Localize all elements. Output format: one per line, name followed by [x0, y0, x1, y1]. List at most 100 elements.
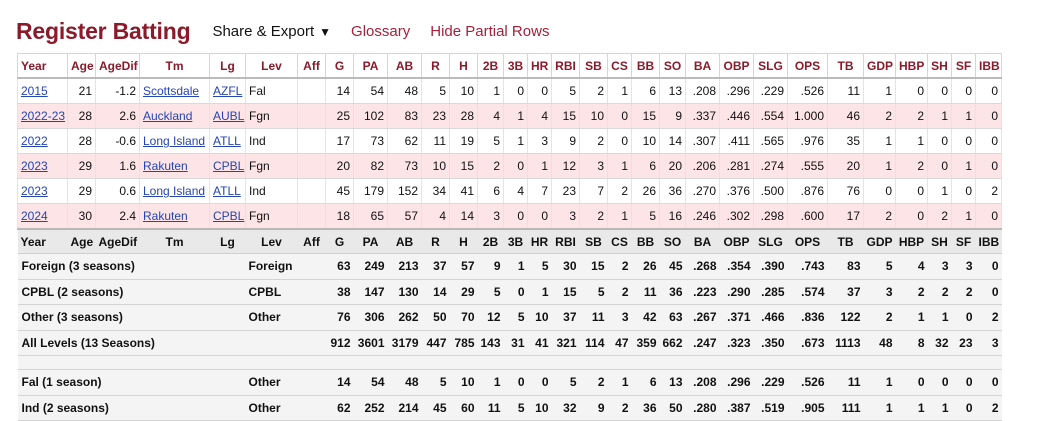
- team-link[interactable]: Auckland: [143, 109, 193, 123]
- column-header-rbi[interactable]: RBI: [551, 53, 580, 79]
- summary-stat-sh: 3: [927, 253, 952, 280]
- cell-sh: 2: [927, 203, 952, 230]
- column-header-ba[interactable]: BA: [685, 53, 720, 79]
- cell-2b: 3: [477, 203, 504, 230]
- column-header-ibb[interactable]: IBB: [975, 53, 1002, 79]
- summary-label: All Levels (13 Seasons): [17, 330, 246, 356]
- summary-stat-sh: 1: [927, 304, 952, 331]
- repeat-column-header-so: SO: [659, 228, 686, 254]
- cell-gdp: 2: [863, 103, 896, 129]
- cell-ba: .307: [685, 128, 720, 154]
- league-link[interactable]: ATLL: [213, 134, 241, 148]
- team-link[interactable]: Scottsdale: [143, 84, 200, 98]
- summary-stat-ab: 262: [387, 304, 422, 331]
- cell-3b: 4: [503, 178, 528, 204]
- share-export-menu[interactable]: Share & Export ▼: [212, 23, 331, 40]
- cell-g: 18: [325, 203, 354, 230]
- column-header-ab[interactable]: AB: [387, 53, 422, 79]
- year-link[interactable]: 2023: [21, 159, 48, 173]
- summary-stat-rbi: 30: [551, 253, 580, 280]
- team-link[interactable]: Long Island: [143, 184, 206, 198]
- team-link[interactable]: Long Island: [143, 134, 206, 148]
- cell-rbi: 23: [551, 178, 580, 204]
- repeat-column-header-aff: Aff: [297, 228, 326, 254]
- column-header-lg[interactable]: Lg: [209, 53, 246, 79]
- glossary-link[interactable]: Glossary: [351, 22, 411, 40]
- league-link[interactable]: CPBL: [213, 209, 245, 223]
- cell-rbi: 12: [551, 153, 580, 179]
- cell-2b: 4: [477, 103, 504, 129]
- summary-stat-ba: .247: [685, 330, 720, 356]
- column-header-aff[interactable]: Aff: [297, 53, 326, 79]
- cell-g: 25: [325, 103, 354, 129]
- summary-stat-sh: 1: [927, 395, 952, 421]
- column-header-hr[interactable]: HR: [527, 53, 552, 79]
- column-header-r[interactable]: R: [421, 53, 450, 79]
- column-header-agedif[interactable]: AgeDif: [95, 53, 140, 79]
- summary-stat-sh: 2: [927, 279, 952, 305]
- cell-lev: Fal: [245, 78, 298, 104]
- cell-year: 2015: [17, 78, 68, 104]
- cell-pa: 54: [353, 78, 388, 104]
- league-link[interactable]: ATLL: [213, 184, 241, 198]
- cell-3b: 1: [503, 128, 528, 154]
- cell-h: 15: [449, 153, 478, 179]
- column-header-2b[interactable]: 2B: [477, 53, 504, 79]
- column-header-3b[interactable]: 3B: [503, 53, 528, 79]
- summary-label: Other (3 seasons): [17, 304, 246, 331]
- summary-row: Foreign (3 seasons) Foreign 63 249 213 37 57 9 1…: [17, 253, 1002, 280]
- team-link[interactable]: Rakuten: [143, 209, 188, 223]
- summary-stat-h: 70: [449, 304, 478, 331]
- column-header-year[interactable]: Year: [17, 53, 68, 79]
- column-header-gdp[interactable]: GDP: [863, 53, 896, 79]
- column-header-cs[interactable]: CS: [607, 53, 632, 79]
- column-header-so[interactable]: SO: [659, 53, 686, 79]
- year-link[interactable]: 2024: [21, 209, 48, 223]
- summary-stat-3b: 0: [503, 369, 528, 396]
- column-header-sh[interactable]: SH: [927, 53, 952, 79]
- column-header-slg[interactable]: SLG: [753, 53, 788, 79]
- cell-age: 29: [67, 178, 96, 204]
- column-header-age[interactable]: Age: [67, 53, 96, 79]
- column-header-bb[interactable]: BB: [631, 53, 660, 79]
- year-link[interactable]: 2015: [21, 84, 48, 98]
- team-link[interactable]: Rakuten: [143, 159, 188, 173]
- summary-stat-ab: 213: [387, 253, 422, 280]
- cell-hr: 0: [527, 203, 552, 230]
- cell-lg: AZFL: [209, 78, 246, 104]
- column-header-g[interactable]: G: [325, 53, 354, 79]
- cell-agedif: 1.6: [95, 153, 140, 179]
- repeat-column-header-rbi: RBI: [551, 228, 580, 254]
- year-link[interactable]: 2023: [21, 184, 48, 198]
- cell-hbp: 1: [895, 128, 928, 154]
- cell-hbp: 2: [895, 153, 928, 179]
- column-header-obp[interactable]: OBP: [719, 53, 754, 79]
- summary-stat-r: 5: [421, 369, 450, 396]
- cell-lg: CPBL: [209, 153, 246, 179]
- column-header-ops[interactable]: OPS: [787, 53, 828, 79]
- summary-stat-slg: .350: [753, 330, 788, 356]
- hide-partial-rows-toggle[interactable]: Hide Partial Rows: [430, 22, 550, 40]
- league-link[interactable]: AUBL: [213, 109, 245, 123]
- column-header-tm[interactable]: Tm: [139, 53, 210, 79]
- league-link[interactable]: AZFL: [213, 84, 243, 98]
- column-header-sf[interactable]: SF: [951, 53, 976, 79]
- year-link[interactable]: 2022-23: [21, 109, 66, 123]
- cell-sf: 1: [951, 103, 976, 129]
- cell-sf: 1: [951, 153, 976, 179]
- year-link[interactable]: 2022: [21, 134, 48, 148]
- cell-so: 36: [659, 178, 686, 204]
- league-link[interactable]: CPBL: [213, 159, 245, 173]
- column-header-sb[interactable]: SB: [579, 53, 608, 79]
- repeat-column-header-lg: Lg: [209, 228, 246, 254]
- column-header-tb[interactable]: TB: [827, 53, 864, 79]
- column-header-pa[interactable]: PA: [353, 53, 388, 79]
- column-header-h[interactable]: H: [449, 53, 478, 79]
- summary-stat-sh: 0: [927, 369, 952, 396]
- column-header-hbp[interactable]: HBP: [895, 53, 928, 79]
- cell-year: 2023: [17, 178, 68, 204]
- summary-stat-bb: 42: [631, 304, 660, 331]
- column-header-lev[interactable]: Lev: [245, 53, 298, 79]
- season-rows: 2015 21 -1.2 Scottsdale AZFL Fal 14 54 48 5 10 1 0 0 5…: [17, 78, 1002, 230]
- repeat-column-header-ab: AB: [387, 228, 422, 254]
